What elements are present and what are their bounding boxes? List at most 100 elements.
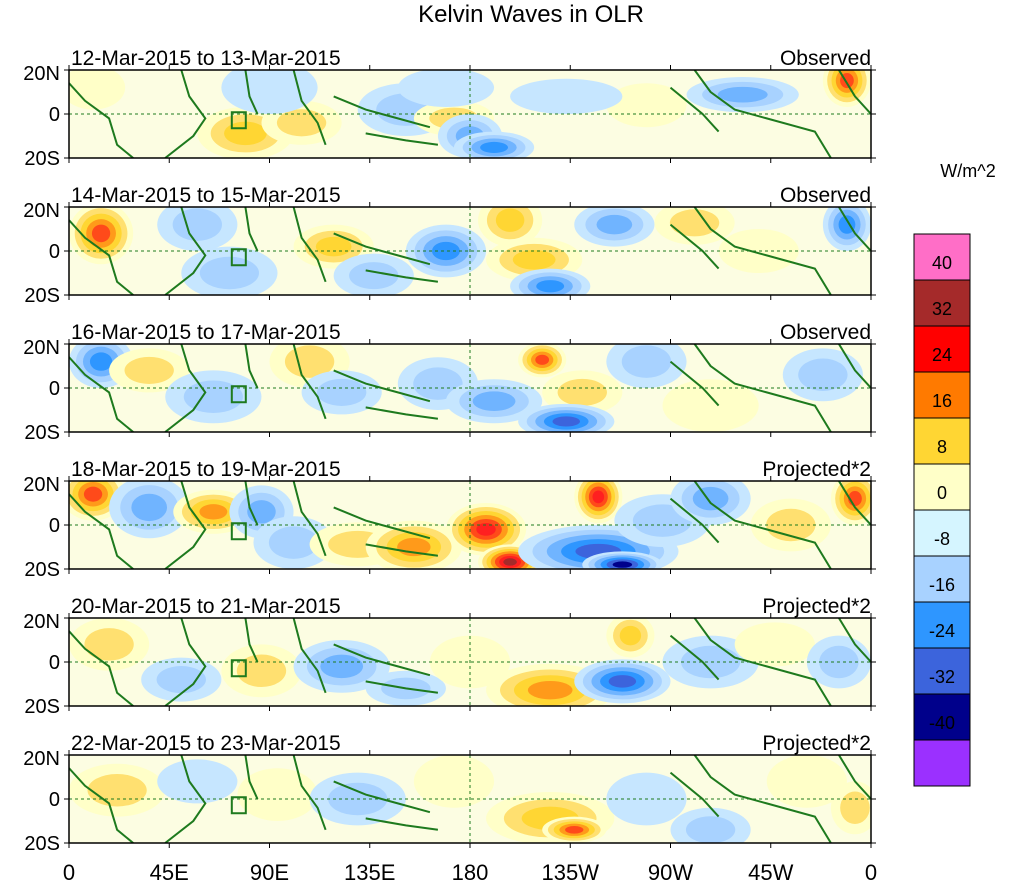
- lat-label-equator: 0: [49, 241, 60, 263]
- olr-contours: [69, 755, 871, 843]
- coastline: [838, 344, 871, 389]
- coastline: [669, 497, 720, 544]
- lat-label-north: 20N: [23, 474, 60, 496]
- olr-anomaly-contour: [734, 622, 815, 667]
- coastline: [365, 132, 439, 146]
- olr-anomaly-contour: [717, 86, 768, 103]
- olr-anomaly-contour: [840, 791, 870, 825]
- olr-anomaly-contour: [284, 345, 335, 378]
- olr-anomaly-contour: [89, 352, 113, 371]
- lon-label: 0: [63, 860, 75, 885]
- olr-anomaly-contour: [692, 486, 729, 511]
- olr-anomaly-contour: [315, 236, 352, 257]
- lon-label: 90E: [250, 860, 289, 885]
- olr-anomaly-contour: [83, 486, 103, 502]
- colorbar-label: -24: [929, 621, 955, 641]
- coastline: [365, 543, 439, 557]
- olr-anomaly-contour: [557, 378, 607, 406]
- region-box: [230, 522, 247, 541]
- lat-label-equator: 0: [49, 789, 60, 811]
- map-panel: 20N 0 20S 20-Mar-2015 to 21-Mar-2015 Project…: [23, 595, 876, 718]
- olr-anomaly-contour: [503, 558, 517, 566]
- lon-label: 180: [452, 860, 489, 885]
- coastline: [69, 82, 134, 158]
- coastline: [164, 481, 207, 569]
- lat-label-equator: 0: [49, 515, 60, 537]
- olr-anomaly-contour: [221, 70, 318, 114]
- olr-anomaly-contour: [669, 209, 720, 237]
- colorbar-label: 24: [932, 345, 952, 365]
- lat-label-south: 20S: [24, 285, 60, 307]
- olr-contours: [69, 207, 871, 295]
- coastline: [164, 207, 207, 295]
- olr-anomaly-contour: [680, 645, 741, 679]
- coastline: [244, 618, 259, 663]
- olr-anomaly-contour: [91, 224, 111, 243]
- olr-anomaly-contour: [124, 356, 174, 384]
- olr-anomaly-contour: [718, 229, 799, 273]
- coastline: [292, 755, 327, 831]
- colorbar-label: 40: [932, 253, 952, 273]
- olr-contours: [69, 344, 871, 432]
- olr-contours: [69, 618, 871, 706]
- coastline: [693, 70, 832, 158]
- olr-anomaly-contour: [612, 561, 633, 568]
- region-box: [230, 796, 247, 815]
- olr-anomaly-contour: [87, 773, 147, 807]
- region-box: [230, 385, 247, 404]
- panel-type-label: Projected*2: [762, 732, 871, 755]
- coastline: [244, 481, 259, 526]
- olr-anomaly-contour: [592, 490, 605, 504]
- olr-anomaly-contour: [606, 83, 687, 128]
- colorbar-swatch: [913, 509, 971, 557]
- panel-type-label: Observed: [780, 321, 871, 344]
- colorbar-swatch: [913, 325, 971, 373]
- units-label: W/m^2: [940, 161, 995, 181]
- olr-anomaly-contour: [480, 141, 509, 153]
- lon-label: 90W: [648, 860, 693, 885]
- coastline: [292, 207, 327, 283]
- olr-anomaly-contour: [236, 654, 287, 688]
- coastline: [669, 223, 720, 270]
- region-box: [230, 111, 247, 130]
- coastline: [244, 70, 259, 115]
- olr-anomaly-contour: [349, 262, 399, 290]
- lat-label-south: 20S: [24, 833, 60, 855]
- lat-label-south: 20S: [24, 148, 60, 170]
- coastline: [838, 755, 871, 800]
- olr-anomaly-contour: [237, 768, 318, 821]
- lat-label-south: 20S: [24, 422, 60, 444]
- coastline: [164, 70, 207, 158]
- colorbar-swatch: [913, 555, 971, 603]
- longitude-axis: 0 45E 90E 135E 180 135W 90W 45W 0: [63, 860, 877, 885]
- coastline: [164, 755, 207, 843]
- lat-label-equator: 0: [49, 104, 60, 126]
- coastline: [292, 481, 327, 557]
- map-panel: 20N 0 20S 16-Mar-2015 to 17-Mar-2015 Observe…: [23, 321, 876, 444]
- lat-label-north: 20N: [23, 337, 60, 359]
- colorbar-label: -40: [929, 713, 955, 733]
- coastline: [838, 481, 871, 526]
- coastline: [365, 817, 439, 831]
- lon-label: 135E: [344, 860, 395, 885]
- panel-date-range: 20-Mar-2015 to 21-Mar-2015: [71, 595, 341, 618]
- olr-anomaly-contour: [766, 755, 847, 808]
- lat-label-south: 20S: [24, 696, 60, 718]
- olr-anomaly-contour: [619, 625, 642, 646]
- olr-anomaly-contour: [565, 826, 584, 834]
- coastline: [669, 360, 720, 407]
- olr-anomaly-contour: [156, 666, 206, 694]
- lat-label-equator: 0: [49, 652, 60, 674]
- panel-date-range: 14-Mar-2015 to 15-Mar-2015: [71, 184, 341, 207]
- olr-anomaly-contour: [596, 214, 633, 235]
- panel-date-range: 22-Mar-2015 to 23-Mar-2015: [71, 732, 341, 755]
- region-box: [230, 248, 247, 267]
- map-panel: 20N 0 20S 18-Mar-2015 to 19-Mar-2015 Project…: [23, 458, 876, 581]
- panel-type-label: Observed: [780, 47, 871, 70]
- olr-anomaly-contour: [552, 416, 580, 427]
- coastline: [693, 755, 832, 843]
- olr-anomaly-contour: [183, 380, 243, 414]
- region-box: [230, 659, 247, 678]
- olr-anomaly-contour: [510, 78, 623, 114]
- coastline: [669, 634, 720, 681]
